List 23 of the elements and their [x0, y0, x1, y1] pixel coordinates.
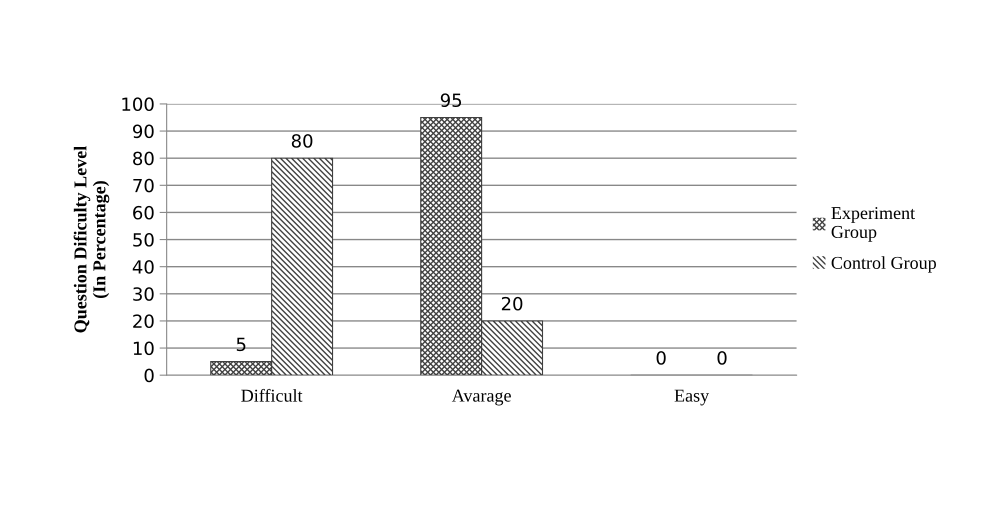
y-tick-label: 100 [122, 97, 154, 112]
data-label: 80 [292, 134, 312, 148]
legend-label: Control Group [832, 256, 936, 273]
data-label: 0 [717, 351, 727, 365]
x-tick-label: Avarage [452, 390, 511, 406]
y-tick-label: 70 [133, 178, 154, 192]
data-label: 5 [236, 338, 246, 352]
y-tick-label: 20 [133, 314, 154, 328]
y-tick-label: 0 [144, 368, 154, 382]
x-tick-label: Difficult [241, 388, 302, 402]
y-tick-label: 50 [133, 233, 154, 247]
x-tick-label: Easy [674, 390, 710, 406]
y-tick-label: 90 [133, 124, 154, 138]
y-tick-label: 80 [133, 152, 154, 166]
y-tick-label: 10 [134, 342, 154, 356]
data-label: 0 [656, 351, 666, 365]
legend-label: Experiment Group [831, 207, 916, 242]
data-label: 20 [502, 296, 522, 310]
data-label: 95 [440, 93, 462, 108]
y-tick-label: 40 [132, 260, 154, 274]
y-axis-title: Question Dificulty Level (In Percentage) [74, 146, 110, 332]
y-tick-label: 30 [133, 287, 154, 301]
y-tick-label: 60 [133, 206, 154, 220]
